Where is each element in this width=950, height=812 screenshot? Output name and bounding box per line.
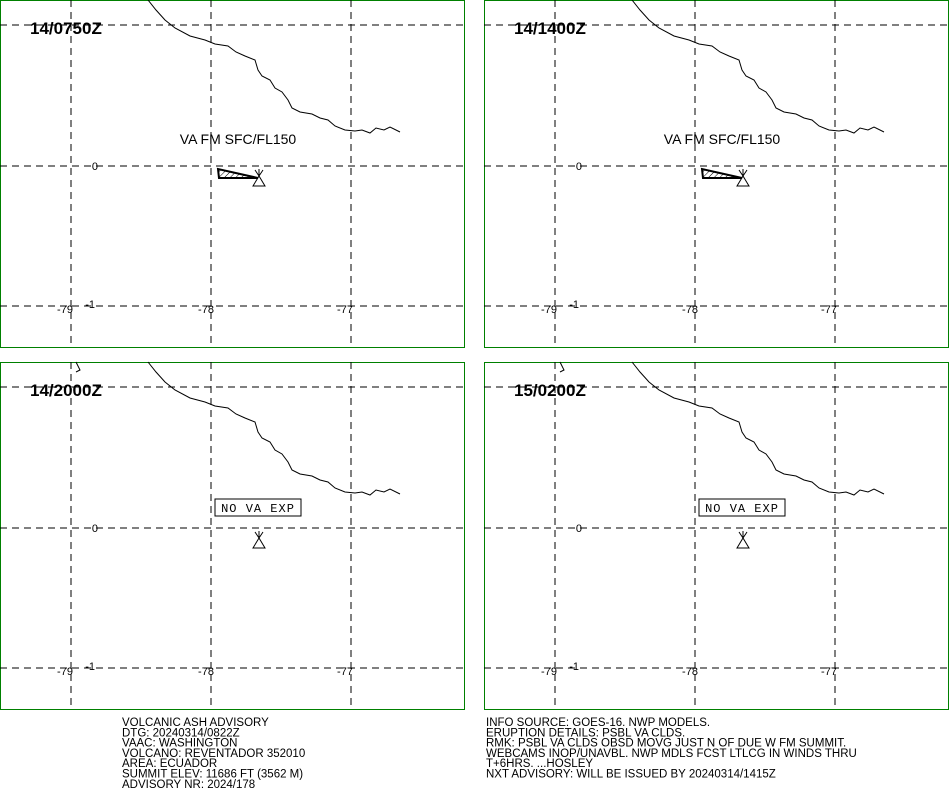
- annotation-box: [698, 498, 786, 517]
- ash-annotation: NO VA EXP: [705, 502, 779, 516]
- latitude-label: 0: [576, 523, 582, 535]
- longitude-label: -79: [541, 666, 557, 678]
- coastline: [147, 0, 401, 134]
- longitude-label: -78: [682, 666, 698, 678]
- valid-time: 14/1400Z: [514, 19, 586, 38]
- longitude-label: -78: [198, 304, 214, 316]
- longitude-label: -77: [337, 304, 353, 316]
- ash-annotation: VA FM SFC/FL150: [664, 131, 781, 147]
- longitude-label: -77: [821, 666, 837, 678]
- advisory-line: VOLCANIC ASH ADVISORY: [122, 717, 269, 729]
- volcano-symbol: [736, 531, 750, 549]
- map-panel: 14/1400Z 0 -1 -79 -78 -77 VA FM SFC/FL150: [484, 0, 949, 348]
- longitude-label: -79: [541, 304, 557, 316]
- valid-time: 14/2000Z: [30, 381, 102, 400]
- panel-frame: [484, 362, 949, 710]
- latitude-label: -1: [569, 661, 579, 673]
- volcano-symbol: [252, 169, 266, 187]
- longitude-label: -77: [821, 304, 837, 316]
- ash-annotation: VA FM SFC/FL150: [180, 131, 297, 147]
- annotation-box: [214, 498, 302, 517]
- ash-cloud: [700, 167, 743, 179]
- coastline: [631, 361, 885, 496]
- advisory-line: T+6HRS. ...HOSLEY: [486, 758, 593, 770]
- advisory-line: ADVISORY NR: 2024/178: [122, 779, 255, 791]
- advisory-line: ERUPTION DETAILS: PSBL VA CLDS.: [486, 727, 685, 739]
- coastline: [75, 361, 81, 373]
- longitude-label: -78: [682, 304, 698, 316]
- latitude-label: 0: [92, 161, 98, 173]
- longitude-label: -77: [337, 666, 353, 678]
- advisory-line: NXT ADVISORY: WILL BE ISSUED BY 20240314…: [486, 769, 776, 781]
- panel-frame: [0, 362, 465, 710]
- advisory-line: VAAC: WASHINGTON: [122, 738, 237, 750]
- advisory-line: VOLCANO: REVENTADOR 352010: [122, 748, 305, 760]
- advisory-line: WEBCAMS INOP/UNAVBL. NWP MDLS FCST LTLCG…: [486, 748, 857, 760]
- latitude-label: 0: [92, 523, 98, 535]
- panel-frame: [484, 0, 949, 348]
- coastline: [559, 361, 565, 373]
- latitude-label: -1: [569, 299, 579, 311]
- volcano-symbol: [252, 531, 266, 549]
- longitude-label: -78: [198, 666, 214, 678]
- ash-cloud: [216, 167, 259, 179]
- longitude-label: -79: [57, 304, 73, 316]
- advisory-line: DTG: 20240314/0822Z: [122, 727, 240, 739]
- panel-frame: [0, 0, 465, 348]
- longitude-label: -79: [57, 666, 73, 678]
- latitude-label: -1: [85, 299, 95, 311]
- advisory-line: INFO SOURCE: GOES-16. NWP MODELS.: [486, 717, 710, 729]
- ash-annotation: NO VA EXP: [221, 502, 295, 516]
- advisory-line: AREA: ECUADOR: [122, 758, 217, 770]
- map-panel: 14/2000Z 0 -1 -79 -78 -77 NO VA EXP: [0, 361, 465, 710]
- latitude-label: -1: [85, 661, 95, 673]
- valid-time: 15/0200Z: [514, 381, 586, 400]
- map-panel: 15/0200Z 0 -1 -79 -78 -77 NO VA EXP: [484, 361, 949, 710]
- latitude-label: 0: [576, 161, 582, 173]
- advisory-line: SUMMIT ELEV: 11686 FT (3562 M): [122, 769, 303, 781]
- coastline: [631, 0, 885, 134]
- advisory-line: RMK: PSBL VA CLDS OBSD MOVG JUST N OF DU…: [486, 738, 846, 750]
- map-panel: 14/0750Z 0 -1 -79 -78 -77 VA FM SFC/FL150: [0, 0, 465, 348]
- coastline: [147, 361, 401, 496]
- volcano-symbol: [736, 169, 750, 187]
- valid-time: 14/0750Z: [30, 19, 102, 38]
